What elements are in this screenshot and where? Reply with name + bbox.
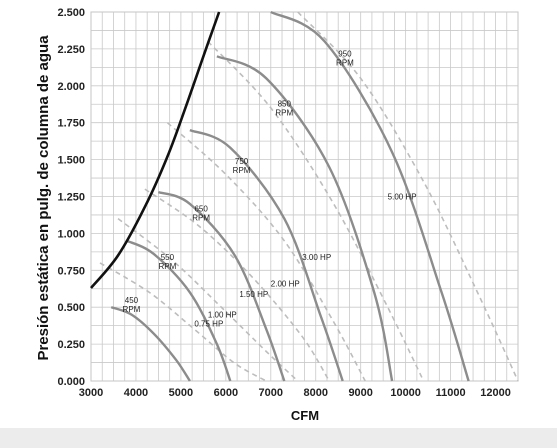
rpm-curve-label: 850 RPM [275,99,293,117]
y-tick-label: 0.250 [57,339,85,351]
hp-curve-label: 0.75 HP [194,319,223,328]
hp-curve [117,217,299,382]
rpm-curve [126,239,232,382]
rpm-curves [110,10,470,382]
hp-curve-label: 5.00 HP [388,192,417,201]
y-axis-label: Presión estática en pulg. de columna de … [35,35,52,361]
rpm-curve [110,306,191,382]
grid [90,11,519,382]
x-tick-label: 12000 [480,387,511,399]
y-tick-label: 2.500 [57,7,85,19]
hp-curve-label: 1.50 HP [239,290,268,299]
curve-labels: 0.75 HP1.00 HP 1.50 HP2.00 HP 3.00 HP 5.00 … [123,49,417,328]
x-tick-label: 7000 [259,387,283,399]
x-tick-label: 6000 [214,387,238,399]
y-tick-label: 1.000 [57,228,85,240]
x-tick-label: 9000 [348,387,372,399]
x-tick-label: 5000 [169,387,193,399]
x-tick-label: 3000 [79,387,103,399]
y-tick-label: 1.750 [57,118,85,130]
x-tick-label: 10000 [390,387,421,399]
x-tick-label: 8000 [303,387,327,399]
y-tick-label: 2.000 [57,81,85,93]
hp-curve-label: 2.00 HP [271,280,300,289]
rpm-curve [189,128,344,382]
x-tick-label: 4000 [124,387,148,399]
boundary-curve [90,11,221,289]
rpm-curve [270,10,470,382]
x-tick-label: 11000 [436,387,466,399]
hp-curve [207,40,425,382]
hp-curve [99,262,267,382]
rpm-curve-label: 650 RPM [192,204,210,222]
y-tick-label: 0.750 [57,265,85,277]
rpm-curve [216,55,394,382]
x-axis-label: CFM [291,408,319,423]
horsepower-curves [99,11,519,382]
y-tick-label: 0.500 [57,302,85,314]
rpm-curve-label: 450 RPM [123,296,141,314]
axis-ticks: 3000 4000 5000 6000 7000 8000 9000 10000 11000 12… [57,7,510,399]
hp-curve-label: 1.00 HP [208,311,237,320]
rpm-curve-label: 550 RPM [159,253,177,271]
rpm-curve [157,190,286,382]
bottom-band [0,428,557,448]
hp-curve [297,11,519,382]
rpm-curve-label: 750 RPM [233,157,251,175]
y-tick-label: 1.250 [57,192,85,204]
y-tick-label: 1.500 [57,155,85,167]
hp-curve-label: 3.00 HP [302,253,331,262]
boundary-curve-group [90,11,221,289]
rpm-curve-label: 950 RPM [336,49,354,67]
hp-curve [166,122,366,382]
y-tick-label: 0.000 [57,376,85,388]
y-tick-label: 2.250 [57,44,85,56]
